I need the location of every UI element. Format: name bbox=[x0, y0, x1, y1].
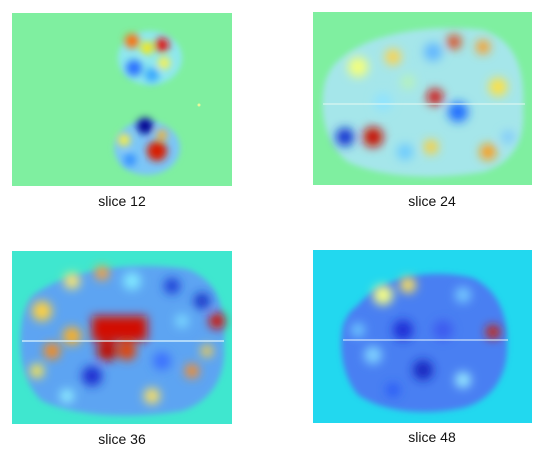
caption-slice-36: slice 36 bbox=[98, 431, 146, 447]
caption-slice-12: slice 12 bbox=[98, 193, 146, 209]
caption-slice-24: slice 24 bbox=[408, 193, 456, 209]
brain-slice-24-image bbox=[313, 12, 532, 185]
brain-slice-12-image bbox=[12, 13, 232, 186]
caption-slice-48: slice 48 bbox=[408, 429, 456, 445]
brain-slice-48-image bbox=[313, 250, 532, 423]
brain-slice-36-image bbox=[12, 251, 232, 424]
